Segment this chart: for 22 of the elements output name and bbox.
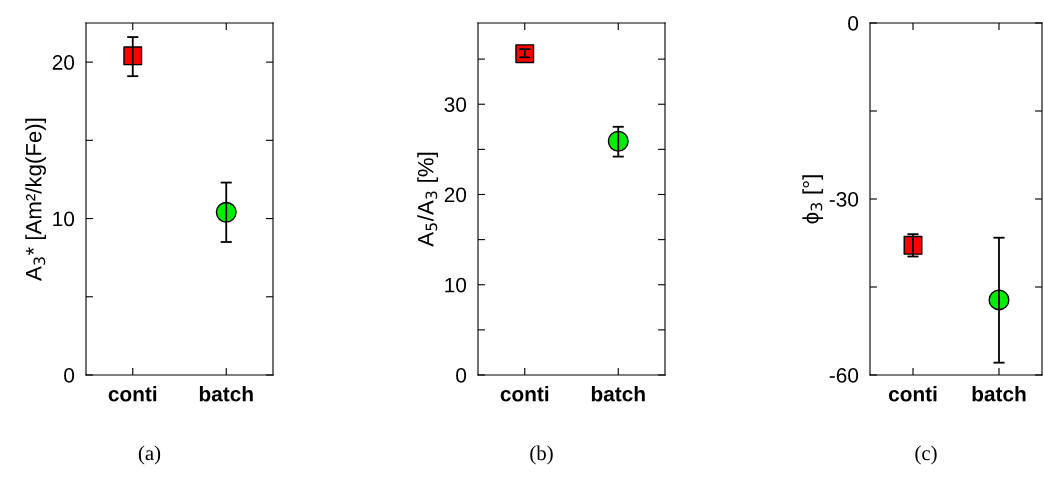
text: (c) xyxy=(915,445,937,465)
y-axis-title: ϕ$_{3}$ [°] xyxy=(802,175,824,224)
y-tick-label: 20 xyxy=(444,187,467,203)
text: (b) xyxy=(530,445,553,465)
y-tick-label: 10 xyxy=(445,277,467,293)
x-tick-label: batch xyxy=(972,386,1026,402)
y-tick-label: 0 xyxy=(64,368,75,383)
x-tick-label: conti xyxy=(888,386,937,402)
y-tick-label: 0 xyxy=(848,16,859,31)
y-axis-title: A$_{5}$/A$_{3}$ [%] xyxy=(417,152,438,247)
x-tick-label: batch xyxy=(199,386,253,402)
y-tick-label: 10 xyxy=(53,211,75,227)
x-tick-label: conti xyxy=(500,386,549,402)
y-tick-label: -60 xyxy=(829,368,859,383)
y-tick-label: -30 xyxy=(829,192,859,207)
y-tick-label: 20 xyxy=(52,55,75,70)
y-tick-label: 30 xyxy=(444,97,467,112)
y-tick-label: 0 xyxy=(456,368,467,383)
y-axis-title: A$_{3}$* [Am²/kg(Fe)] xyxy=(25,118,46,281)
text: (a) xyxy=(138,445,161,465)
x-tick-label: batch xyxy=(591,386,645,402)
x-tick-label: conti xyxy=(108,386,157,402)
